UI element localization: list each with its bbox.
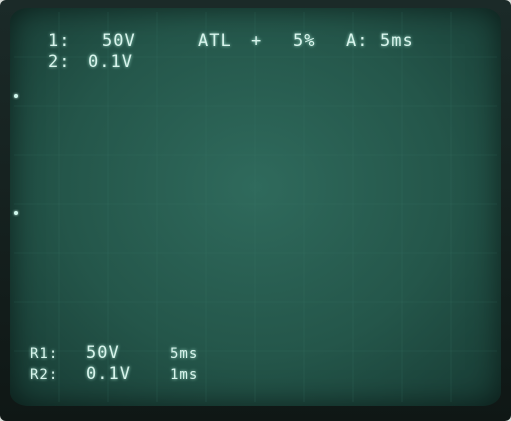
trigger-mode: ATL [198, 31, 232, 51]
channel-marker [14, 94, 18, 98]
ch2-volts-div: 0.1V [88, 52, 133, 72]
ref1-time: 5ms [170, 346, 199, 362]
ch2-label: 2: [48, 52, 71, 72]
ref1-volts: 50V [86, 343, 120, 363]
timebase-value: 5ms [380, 31, 414, 51]
ref1-label: R1: [30, 346, 59, 362]
trigger-level: 5% [293, 31, 316, 51]
ref2-label: R2: [30, 367, 59, 383]
ref2-time: 1ms [170, 367, 199, 383]
trigger-slope: + [251, 31, 263, 51]
crt-screen: 1: 50V ATL + 5% A: 5ms 2: 0.1V R1: 50V 5… [10, 8, 501, 406]
ch1-volts-div: 50V [102, 31, 136, 51]
timebase-label: A: [346, 31, 369, 51]
ch1-label: 1: [48, 31, 71, 51]
ground-marker [14, 211, 18, 215]
waveform-display [14, 12, 497, 402]
ref2-volts: 0.1V [86, 364, 131, 384]
